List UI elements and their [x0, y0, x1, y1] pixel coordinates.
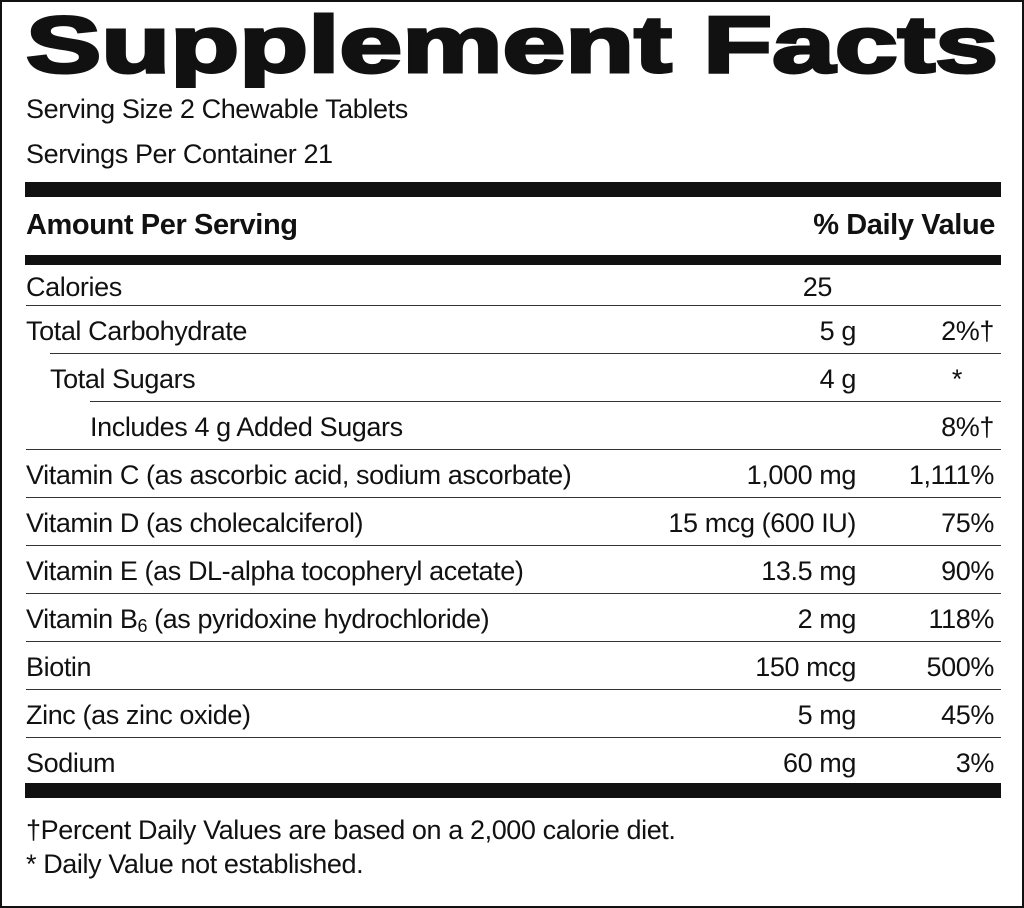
title: Supplement Facts — [26, 8, 998, 88]
row-divider — [26, 641, 1001, 642]
amount: 15 mcg (600 IU) — [668, 508, 856, 538]
amount: 13.5 mg — [761, 556, 856, 586]
daily-value: 2%† — [941, 316, 994, 346]
row-divider — [26, 737, 1001, 738]
thick-bar — [25, 182, 1001, 197]
amount: 60 mg — [782, 748, 856, 778]
nutrient-name: Vitamin B6 (as pyridoxine hydrochloride) — [26, 604, 490, 636]
footnote: †Percent Daily Values are based on a 2,0… — [26, 815, 676, 845]
amount: 4 g — [819, 364, 857, 394]
column-header: Amount Per Serving — [26, 209, 298, 241]
servings-per-container: Servings Per Container 21 — [26, 139, 333, 169]
daily-value: * — [951, 364, 963, 394]
footnote: * Daily Value not established. — [26, 849, 364, 879]
amount: 5 g — [819, 316, 857, 346]
nutrient-name: Biotin — [26, 652, 92, 682]
amount: 2 mg — [797, 604, 857, 634]
amount: 25 — [802, 272, 833, 302]
nutrient-name: Sodium — [26, 748, 116, 778]
nutrient-name: Vitamin C (as ascorbic acid, sodium asco… — [26, 460, 572, 490]
column-header: % Daily Value — [813, 209, 995, 241]
nutrient-name: Vitamin E (as DL-alpha tocopheryl acetat… — [26, 556, 524, 586]
row-divider — [26, 449, 1001, 450]
nutrient-name: Vitamin D (as cholecalciferol) — [26, 508, 364, 538]
daily-value: 118% — [928, 604, 995, 634]
daily-value: 1,111% — [908, 460, 995, 490]
thick-bar — [25, 783, 1001, 798]
daily-value: 45% — [941, 700, 994, 730]
nutrient-name: Includes 4 g Added Sugars — [90, 412, 403, 442]
daily-value: 3% — [955, 748, 995, 778]
row-divider — [90, 401, 1001, 402]
daily-value: 75% — [941, 508, 994, 538]
row-divider — [50, 353, 1001, 354]
medium-bar — [25, 255, 1001, 265]
row-divider — [26, 545, 1001, 546]
daily-value: 90% — [941, 556, 994, 586]
amount: 150 mcg — [755, 652, 856, 682]
row-divider — [26, 689, 1001, 690]
subscript: 6 — [137, 616, 148, 636]
nutrient-name: Total Sugars — [50, 364, 196, 394]
nutrient-name: Calories — [26, 272, 122, 302]
serving-size: Serving Size 2 Chewable Tablets — [26, 94, 408, 124]
nutrient-name: Total Carbohydrate — [26, 316, 247, 346]
daily-value: 500% — [926, 652, 995, 682]
row-divider — [26, 497, 1001, 498]
nutrient-name: Zinc (as zinc oxide) — [26, 700, 251, 730]
amount: 5 mg — [797, 700, 857, 730]
row-divider — [26, 593, 1001, 594]
amount: 1,000 mg — [746, 460, 857, 490]
daily-value: 8%† — [941, 412, 994, 442]
nutrient-source: (as pyridoxine hydrochloride) — [154, 604, 490, 634]
row-divider — [26, 305, 1001, 306]
title-area: Supplement Facts — [25, 8, 1000, 88]
